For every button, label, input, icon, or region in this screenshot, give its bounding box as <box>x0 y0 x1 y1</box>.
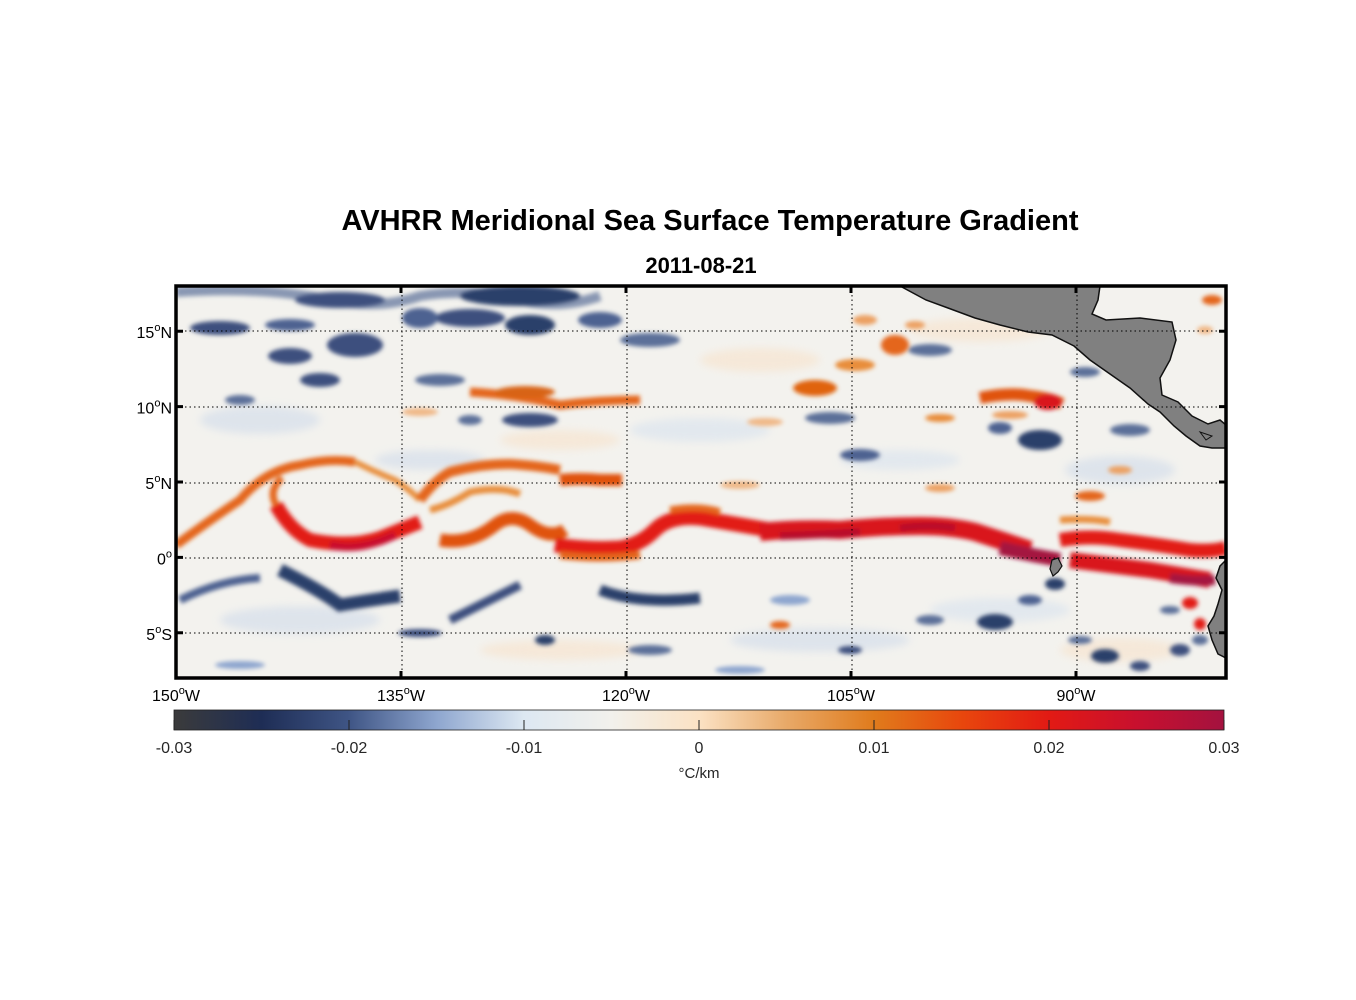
colorbar-tick-label: -0.02 <box>330 740 368 757</box>
colorbar-tick-label: -0.03 <box>155 740 193 757</box>
lat-label: 15oN <box>137 322 172 342</box>
degree-symbol: o <box>179 685 185 697</box>
lat-label-degrees: 0 <box>157 551 166 568</box>
sst-gradient-field <box>176 286 1226 678</box>
lat-label-degrees: 10 <box>137 401 155 418</box>
lat-label-hemisphere: N <box>160 401 172 418</box>
lon-label-hemisphere: W <box>410 688 426 705</box>
degree-symbol: o <box>1074 685 1080 697</box>
cold-anomalies-south <box>178 564 1208 674</box>
lon-label-hemisphere: W <box>1080 688 1096 705</box>
degree-symbol: o <box>154 322 160 334</box>
degree-symbol: o <box>629 685 635 697</box>
degree-symbol: o <box>155 624 161 636</box>
longitude-labels: 150oW 135oW 120oW 105oW 90oW <box>152 685 1096 705</box>
lon-label-degrees: 90 <box>1056 688 1074 705</box>
lon-label-degrees: 150 <box>152 688 179 705</box>
lat-label-hemisphere: N <box>160 476 172 493</box>
background-mottling <box>200 318 1180 662</box>
degree-symbol: o <box>166 548 172 560</box>
lat-label: 0o <box>157 548 172 568</box>
lat-label-degrees: 5 <box>145 476 154 493</box>
lon-label: 90oW <box>1056 685 1096 705</box>
lon-label: 135oW <box>377 685 426 705</box>
degree-symbol: o <box>854 685 860 697</box>
colorbar-tick-label: 0 <box>694 740 704 757</box>
lat-label-hemisphere: N <box>160 325 172 342</box>
lon-label-degrees: 135 <box>377 688 404 705</box>
degree-symbol: o <box>154 473 160 485</box>
lon-label-degrees: 105 <box>827 688 854 705</box>
map-axis-ticks <box>174 286 1226 678</box>
lon-label-degrees: 120 <box>602 688 629 705</box>
lat-label-degrees: 15 <box>137 325 155 342</box>
land-central-america <box>899 286 1226 449</box>
lat-label: 10oN <box>137 398 172 418</box>
lon-label-hemisphere: W <box>860 688 876 705</box>
lat-label: 5oN <box>145 473 172 493</box>
colorbar-ticks <box>173 720 1225 730</box>
degree-symbol: o <box>154 398 160 410</box>
colorbar-tick-label: 0.01 <box>858 740 890 757</box>
degree-symbol: o <box>404 685 410 697</box>
lat-label: 5oS <box>146 624 172 644</box>
lat-label-degrees: 5 <box>146 627 155 644</box>
lon-label: 150oW <box>152 685 201 705</box>
figure-date: 2011-08-21 <box>645 253 757 278</box>
lon-label-hemisphere: W <box>635 688 651 705</box>
lon-label-hemisphere: W <box>185 688 201 705</box>
colorbar-tick-label: 0.02 <box>1033 740 1065 757</box>
colorbar-unit: °C/km <box>678 765 720 782</box>
lon-label: 105oW <box>827 685 876 705</box>
figure-title: AVHRR Meridional Sea Surface Temperature… <box>341 205 1079 237</box>
colorbar-tick-label: 0.03 <box>1208 740 1240 757</box>
cold-anomalies-north <box>176 286 1150 461</box>
lon-label: 120oW <box>602 685 651 705</box>
colorbar-tick-label: -0.01 <box>505 740 543 757</box>
lat-label-hemisphere: S <box>161 627 172 644</box>
